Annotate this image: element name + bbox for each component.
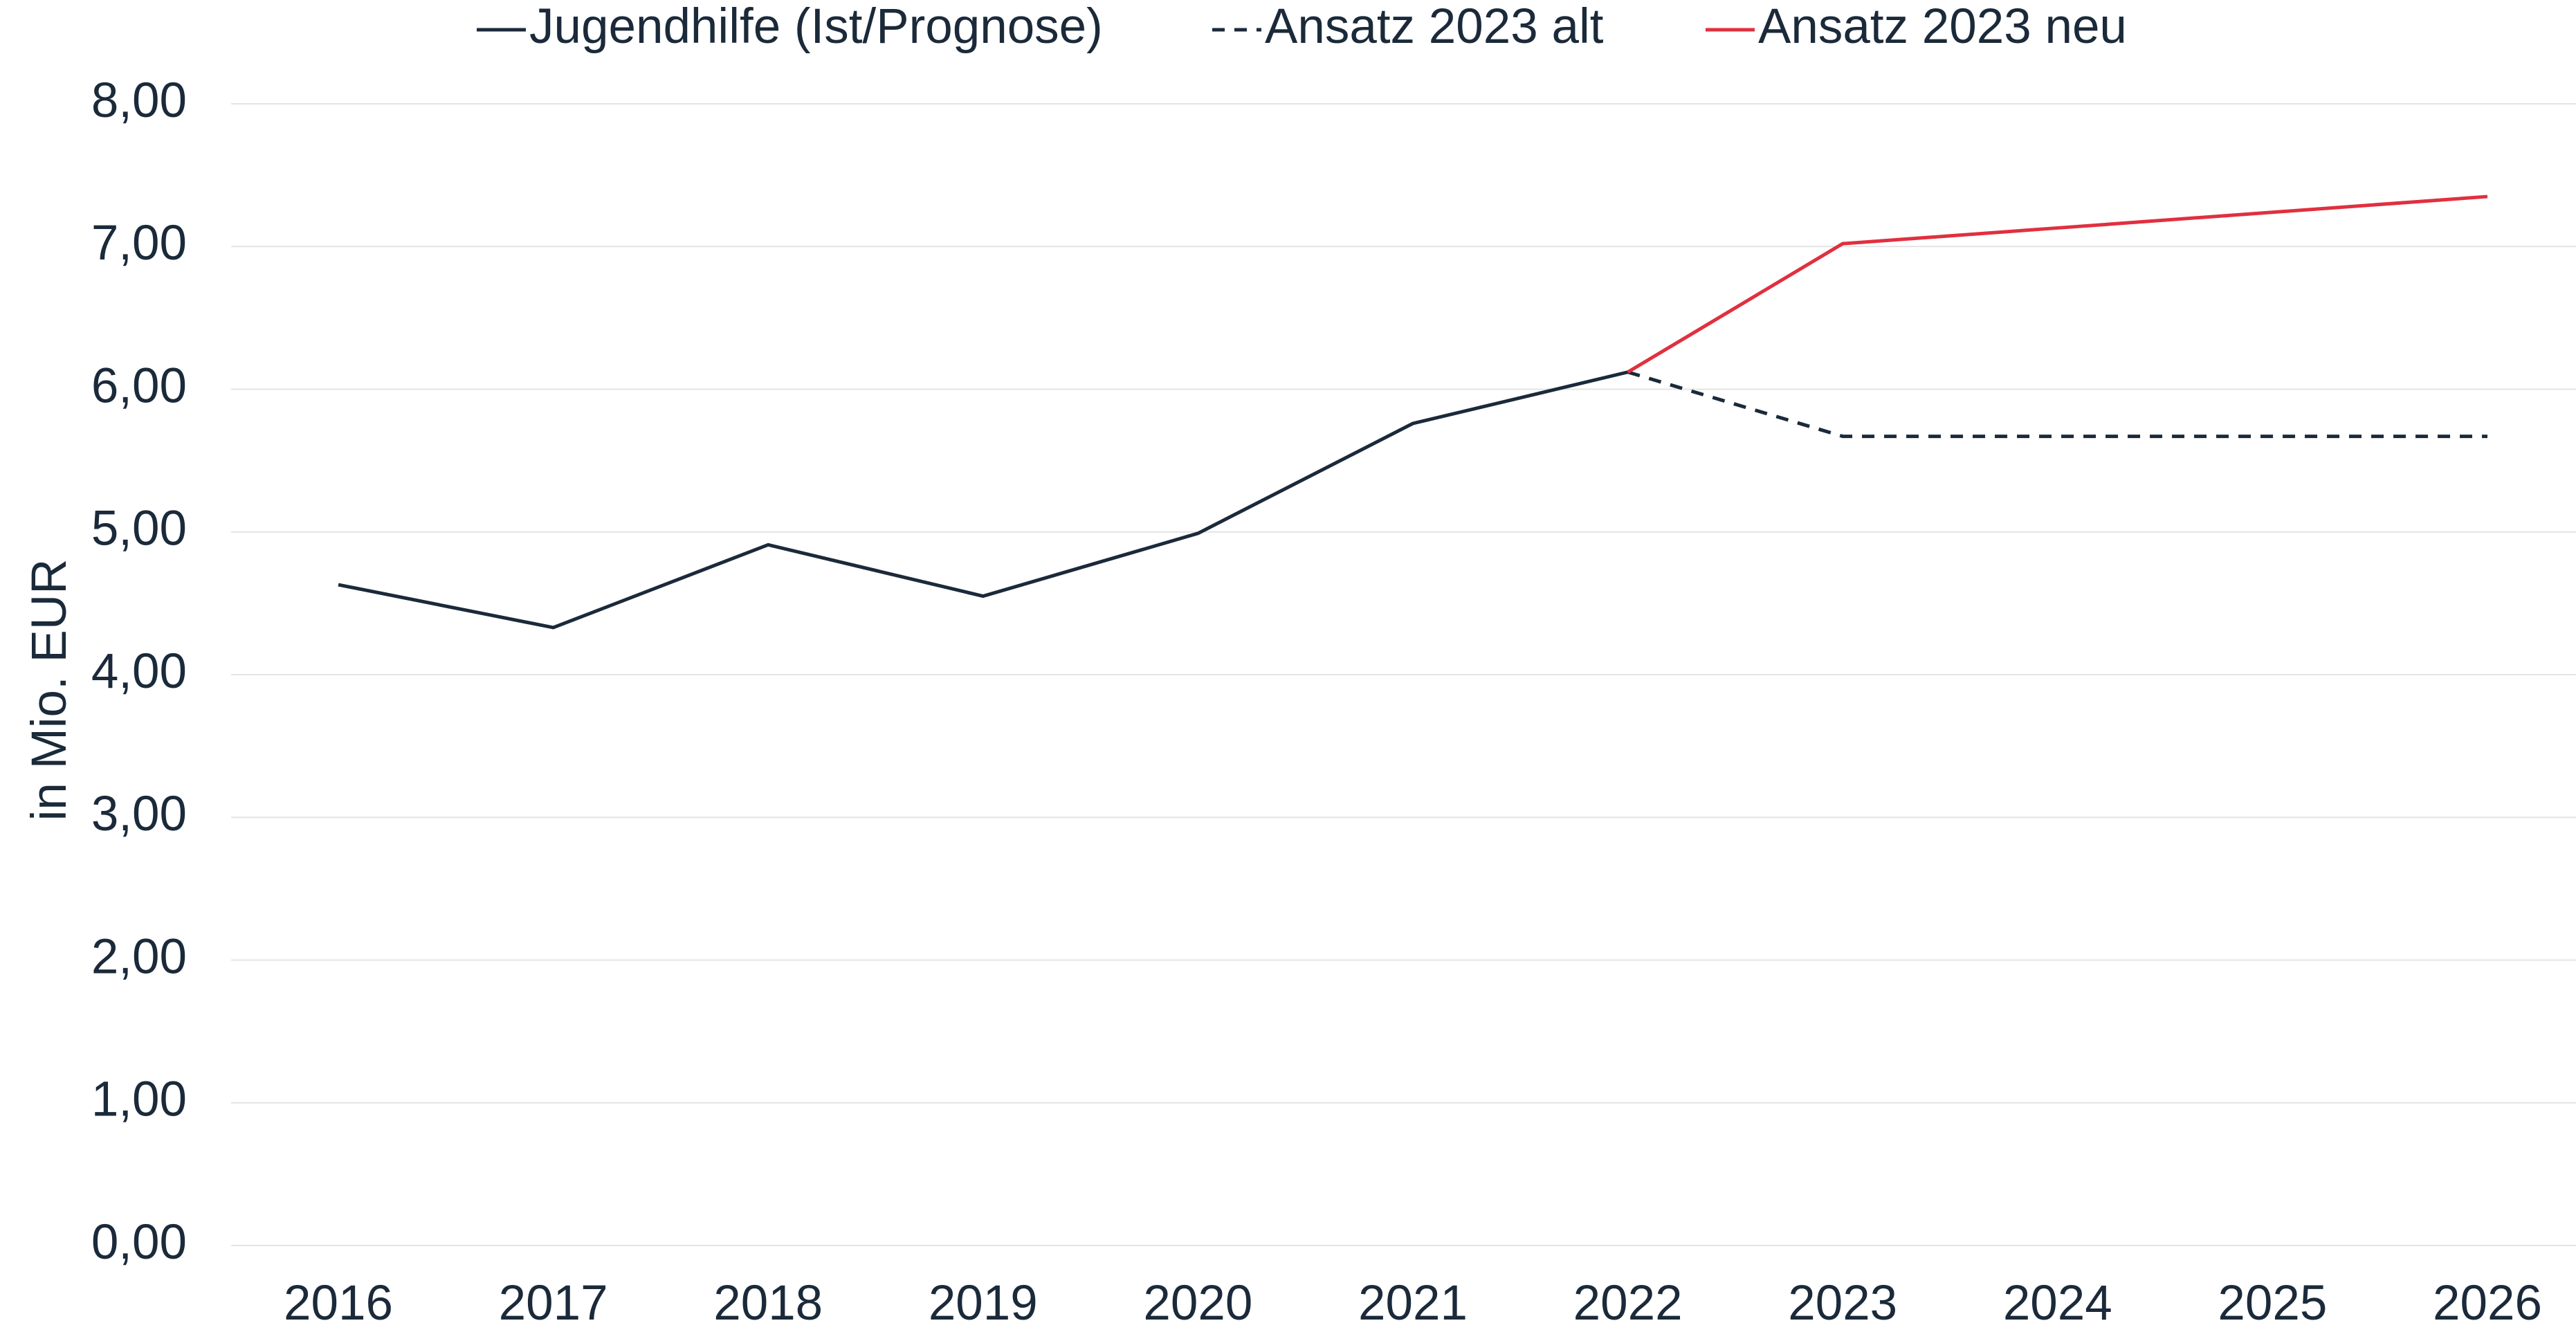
- x-tick-label: 2026: [2433, 1276, 2542, 1331]
- x-tick-label: 2022: [1573, 1276, 1683, 1331]
- x-tick-label: 2025: [2218, 1276, 2327, 1331]
- y-tick-label: 4,00: [91, 644, 187, 699]
- x-tick-label: 2016: [284, 1276, 393, 1331]
- y-tick-label: 1,00: [91, 1073, 187, 1127]
- y-tick-label: 6,00: [91, 358, 187, 413]
- series-line: [1627, 370, 2487, 439]
- y-tick-label: 0,00: [91, 1215, 187, 1270]
- y-tick-label: 8,00: [91, 73, 187, 128]
- y-tick-label: 2,00: [91, 929, 187, 984]
- x-tick-label: 2018: [713, 1276, 823, 1331]
- series-line: [338, 370, 1629, 630]
- x-tick-label: 2017: [499, 1276, 608, 1331]
- x-tick-label: 2020: [1143, 1276, 1252, 1331]
- legend-label: Ansatz 2023 alt: [1265, 0, 1604, 54]
- y-tick-label: 7,00: [91, 216, 187, 271]
- x-tick-label: 2021: [1358, 1276, 1468, 1331]
- x-tick-label: 2024: [2003, 1276, 2112, 1331]
- x-tick-label: 2019: [929, 1276, 1038, 1331]
- series-line: [1627, 194, 2488, 374]
- legend-label: Jugendhilfe (Ist/Prognose): [529, 0, 1103, 54]
- y-tick-label: 3,00: [91, 787, 187, 841]
- x-tick-label: 2023: [1788, 1276, 1897, 1331]
- legend-label: Ansatz 2023 neu: [1758, 0, 2127, 54]
- y-tick-label: 5,00: [91, 502, 187, 556]
- y-axis-title: in Mio. EUR: [22, 559, 77, 821]
